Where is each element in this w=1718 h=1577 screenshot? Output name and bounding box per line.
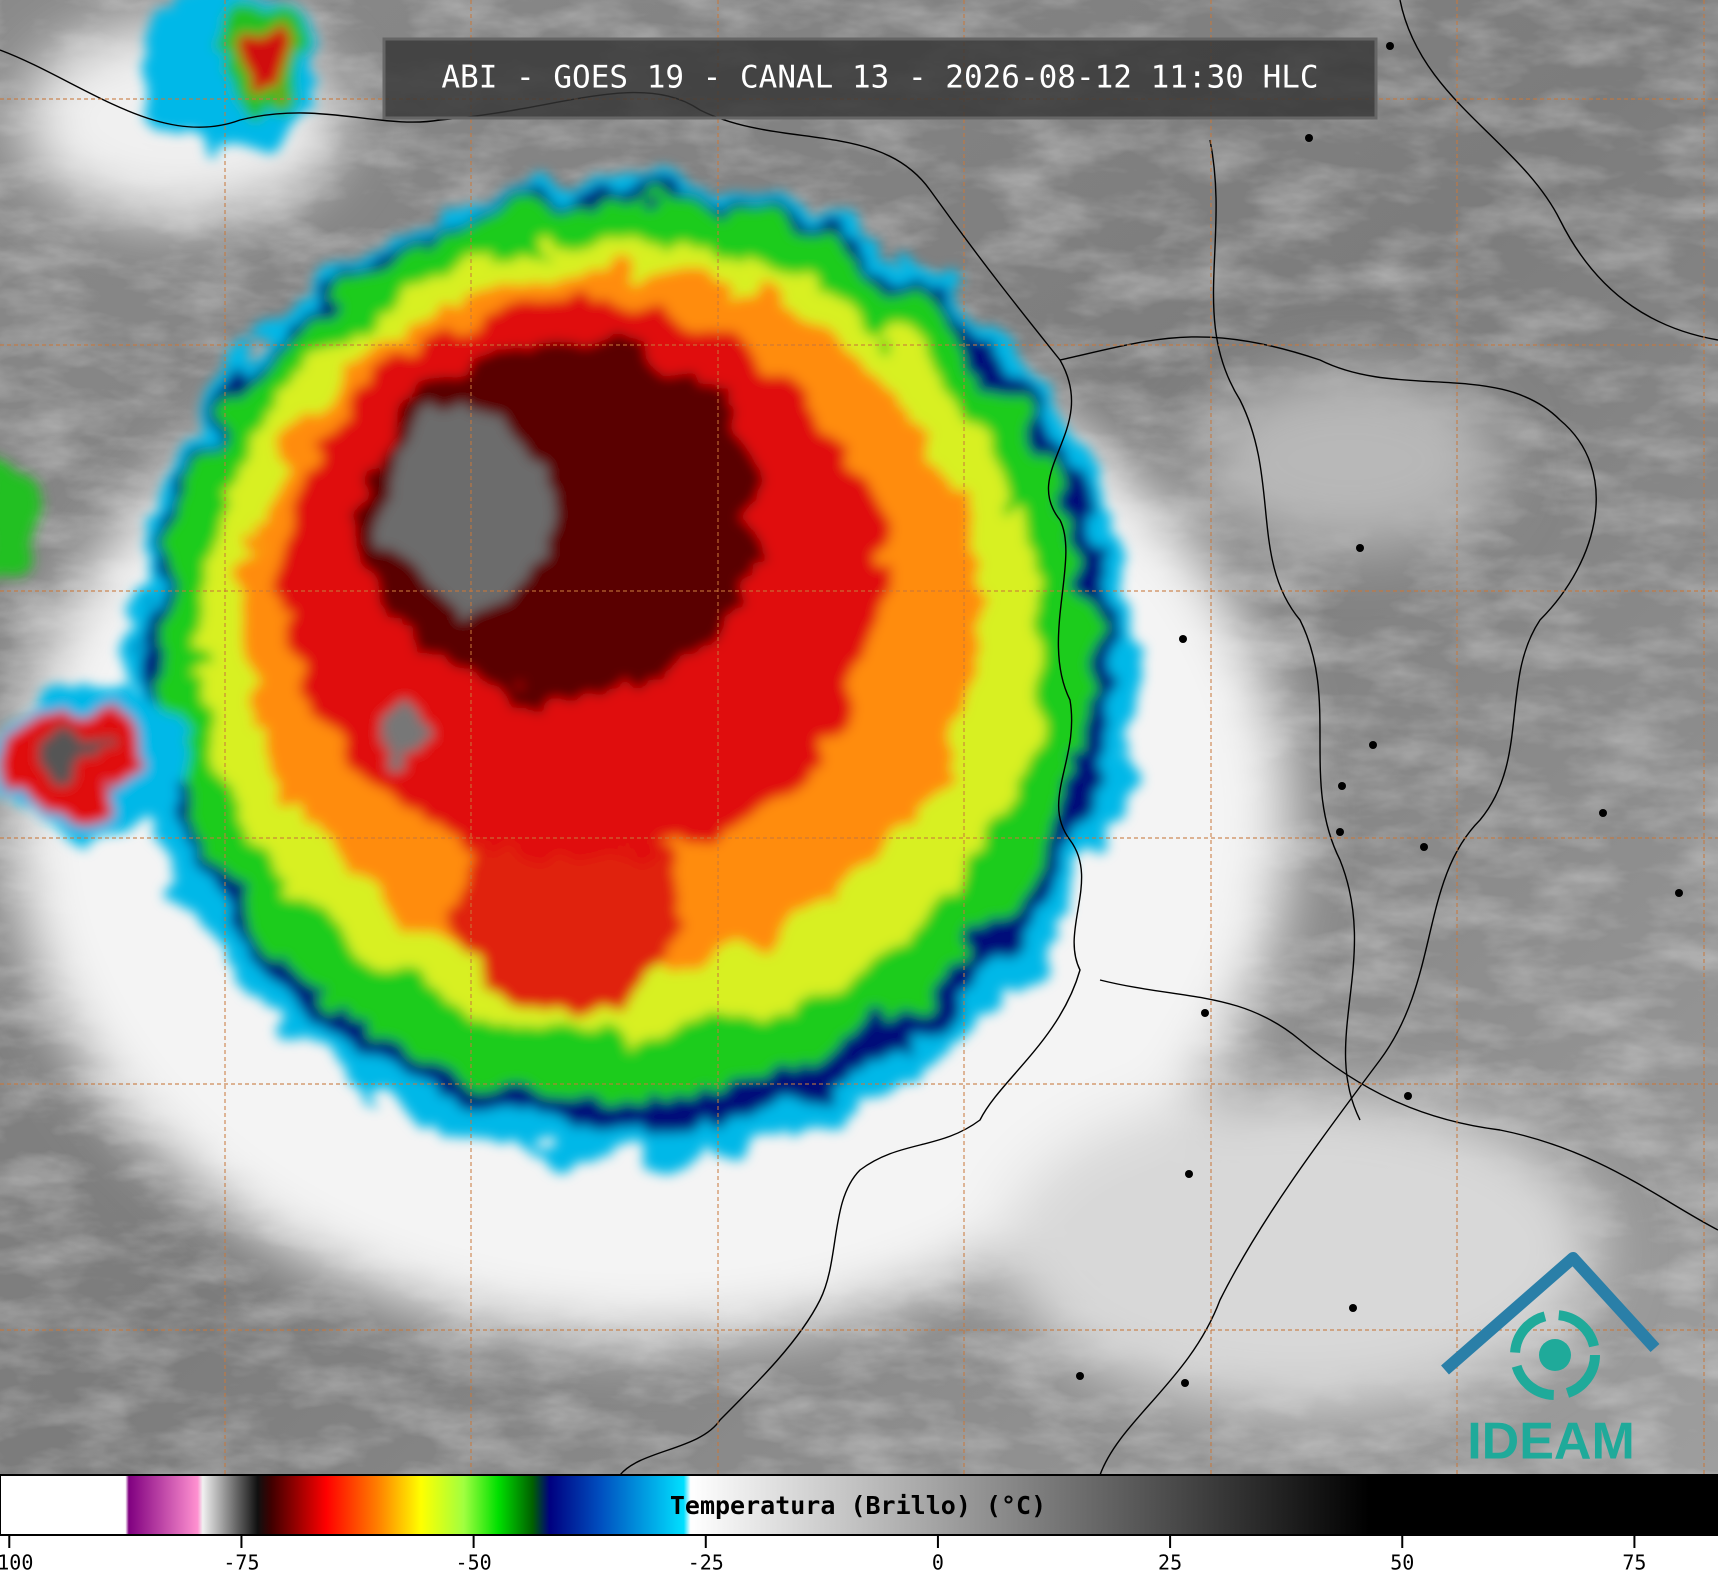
logo-eye [1539, 1339, 1571, 1371]
colorbar-tick-label: 25 [1158, 1551, 1182, 1575]
logo-text: IDEAM [1467, 1413, 1635, 1471]
colorbar-tick-label: -75 [223, 1551, 259, 1575]
colorbar-tick-label: 0 [932, 1551, 944, 1575]
colorbar-gradient [0, 1474, 1718, 1536]
storm [0, 0, 1138, 1158]
logo-roof [1441, 1252, 1660, 1375]
imagery [0, 0, 1718, 1476]
colorbar-tick-label: 50 [1390, 1551, 1414, 1575]
logo-swirl [1510, 1310, 1600, 1400]
colorbar: Temperatura (Brillo) (°C) -100 -75 -50 -25 0… [0, 1474, 1718, 1575]
colorbar-tick-label: 75 [1622, 1551, 1646, 1575]
boundary [1059, 336, 1597, 1476]
colorbar-tick-label: -100 [0, 1551, 33, 1575]
boundary [1209, 139, 1361, 1121]
title-background [382, 37, 1378, 120]
boundary [1099, 979, 1718, 1231]
colorbar-tick-label: -50 [456, 1551, 492, 1575]
title: ABI - GOES 19 - CANAL 13 - 2026-08-12 11… [441, 60, 1318, 96]
graticule [0, 0, 1718, 1475]
logo: IDEAM [1441, 1252, 1660, 1471]
colorbar-label: Temperatura (Brillo) (°C) [670, 1491, 1046, 1520]
cities [1076, 42, 1683, 1387]
title-box: ABI - GOES 19 - CANAL 13 - 2026-08-12 11… [382, 37, 1378, 120]
colorbar-tick-label: -25 [688, 1551, 724, 1575]
boundary [1399, 0, 1718, 341]
